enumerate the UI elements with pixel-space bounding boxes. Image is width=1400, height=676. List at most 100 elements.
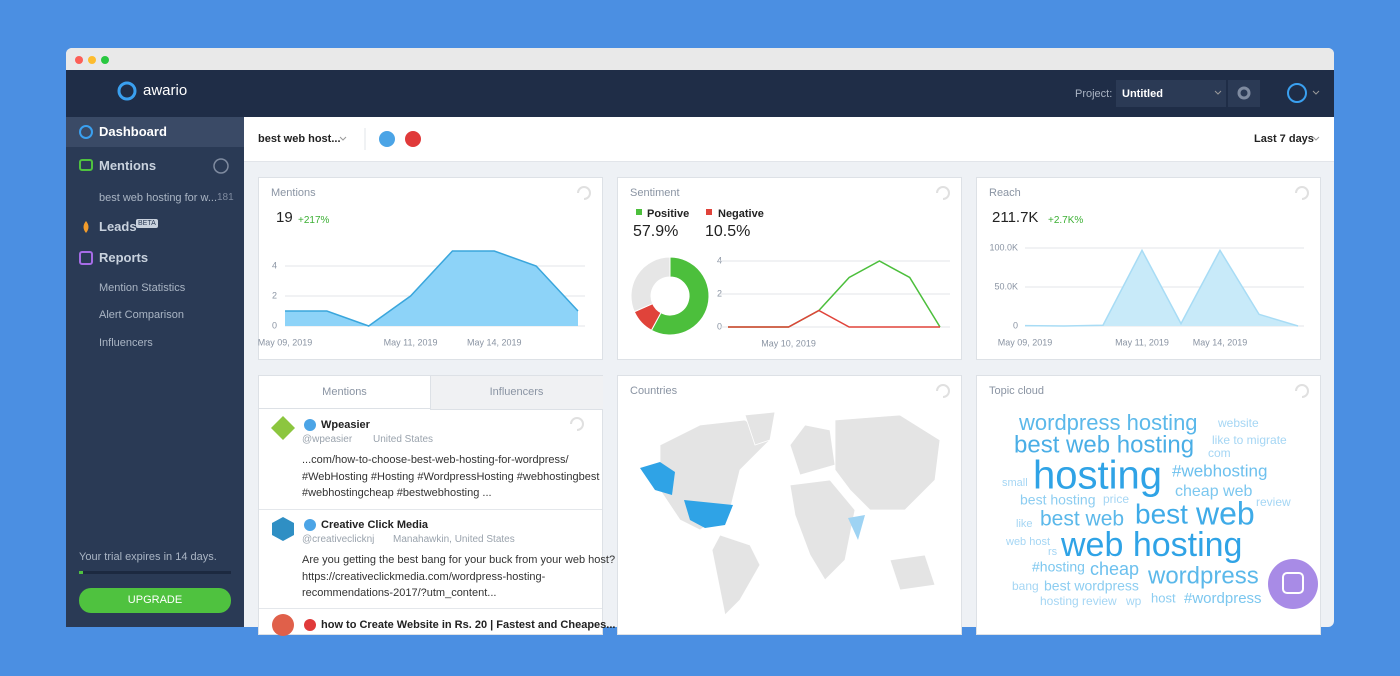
country-us (684, 500, 733, 528)
project-select[interactable] (1116, 80, 1226, 107)
area (285, 251, 578, 326)
gear-icon (1237, 86, 1251, 100)
nav-sub[interactable]: Influencers (99, 337, 153, 349)
active-nav[interactable] (66, 117, 244, 147)
location: United States (373, 434, 434, 445)
nav-sub[interactable]: Mention Statistics (99, 282, 186, 294)
nav-mentions[interactable]: Mentions (99, 158, 157, 173)
tab[interactable]: Mentions (322, 386, 367, 398)
total: 19 (276, 209, 293, 226)
y-tick-label: 4 (272, 260, 277, 270)
cloud-word: website (1217, 416, 1259, 430)
project-label: Project: (1075, 88, 1113, 100)
cloud-word: price (1103, 492, 1129, 506)
nav-leads[interactable]: Leads (99, 219, 137, 234)
cloud-word: cheap web (1175, 483, 1252, 500)
cloud-word: #hosting (1032, 559, 1085, 575)
close-dot[interactable] (75, 56, 83, 64)
chat-bubble[interactable] (1268, 559, 1318, 609)
x-tick-label: May 09, 2019 (998, 337, 1053, 347)
y-tick-label: 100.0K (989, 242, 1018, 252)
change: +217% (298, 215, 330, 226)
cloud-word: com (1208, 446, 1231, 460)
cloud-word: best wordpress (1044, 578, 1139, 594)
cloud-word: like (1016, 518, 1033, 530)
donut-slice (630, 256, 671, 313)
icon (79, 159, 93, 171)
y-tick-label: 0 (717, 321, 722, 331)
cloud-word: #webhosting (1172, 461, 1267, 480)
mention-text: ...com/how-to-choose-best-web-hosting-fo… (302, 454, 569, 466)
youtube-filter[interactable] (405, 131, 421, 147)
change: +2.7K% (1048, 215, 1084, 226)
cloud-word: best web (1040, 508, 1124, 531)
cloud-word: wordpress (1147, 562, 1259, 589)
avatar (272, 614, 294, 636)
cloud-word: like to migrate (1212, 433, 1287, 447)
mention-text: #WebHosting #Hosting #WordpressHosting #… (302, 471, 600, 483)
card-title: Topic cloud (989, 385, 1045, 397)
cloud-word: wp (1125, 594, 1142, 608)
range-select[interactable]: Last 7 days (1254, 133, 1314, 145)
legend-swatch (706, 209, 712, 215)
y-tick-label: 0 (272, 320, 277, 330)
cloud-word: hosting (1033, 454, 1162, 498)
cloud-word: review (1256, 495, 1291, 509)
mention-text: https://creativeclickmedia.com/wordpress… (302, 571, 546, 583)
y-tick-label: 4 (717, 255, 722, 265)
alert-name[interactable]: best web hosting for w... (99, 192, 218, 204)
trial-note: Your trial expires in 14 days. (79, 551, 217, 563)
min-dot[interactable] (88, 56, 96, 64)
twitter-filter[interactable] (379, 131, 395, 147)
y-tick-label: 50.0K (994, 281, 1018, 291)
cloud-word: rs (1048, 546, 1058, 558)
handle: @creativeclicknj (302, 534, 375, 545)
y-tick-label: 2 (717, 288, 722, 298)
country-india (848, 515, 865, 540)
x-tick-label: May 09, 2019 (258, 337, 313, 347)
alert-count: 181 (217, 192, 234, 203)
title-bar (66, 48, 1334, 70)
cloud-word: web hosting (1060, 526, 1242, 564)
max-dot[interactable] (101, 56, 109, 64)
cloud-word: best (1135, 498, 1188, 529)
author[interactable]: how to Create Website in Rs. 20 | Fastes… (321, 619, 616, 631)
nav-reports[interactable]: Reports (99, 250, 149, 265)
user-icon[interactable] (1287, 83, 1307, 103)
tab[interactable]: Influencers (489, 386, 544, 398)
y-tick-label: 2 (272, 290, 277, 300)
settings-button[interactable] (1228, 80, 1260, 107)
add-icon[interactable] (213, 158, 229, 174)
handle: @wpeasier (302, 434, 353, 445)
separator (259, 608, 602, 609)
mention-text: Are you getting the best bang for your b… (302, 554, 616, 566)
x-tick-label: May 11, 2019 (1115, 337, 1169, 347)
chat-button[interactable] (1265, 556, 1321, 612)
card-title: Mentions (271, 187, 316, 199)
author[interactable]: Wpeasier (321, 419, 370, 431)
twitter-icon (304, 419, 316, 431)
upgrade-button[interactable]: UPGRADE (79, 588, 231, 613)
mentions-card (258, 177, 603, 360)
line (1024, 248, 1299, 327)
card-title: Reach (989, 187, 1021, 199)
alert-select[interactable]: best web host... (258, 133, 341, 145)
nav-dashboard[interactable]: Dashboard (99, 124, 167, 139)
nav-sub[interactable]: Alert Comparison (99, 309, 184, 321)
x-tick-label: May 14, 2019 (1193, 337, 1248, 347)
tab-inactive[interactable] (430, 376, 603, 410)
author[interactable]: Creative Click Media (321, 519, 428, 531)
card-title: Countries (630, 385, 678, 397)
chevron (339, 90, 1320, 141)
avatar (271, 416, 295, 440)
toolbar (244, 117, 1334, 162)
share-label: 10.5% (705, 223, 751, 240)
location: Manahawkin, United States (393, 534, 515, 545)
country-alaska (640, 462, 675, 495)
cloud-word: hosting review (1040, 594, 1117, 608)
separator (259, 509, 602, 510)
share-label: 57.9% (633, 223, 679, 240)
x-tick-label: May 14, 2019 (467, 337, 522, 347)
